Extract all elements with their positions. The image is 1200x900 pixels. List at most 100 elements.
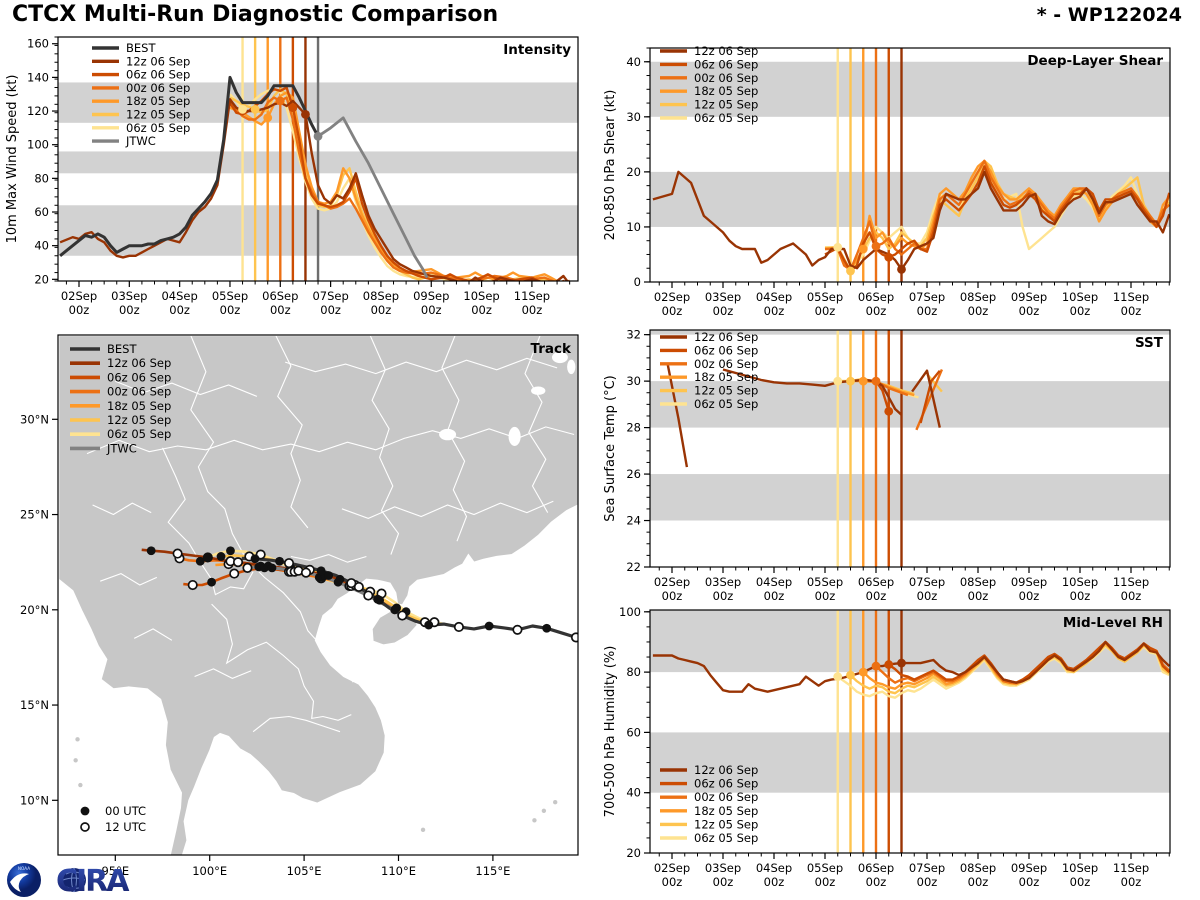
x-tick-label: 04Sep <box>756 575 792 589</box>
init-dot <box>858 667 868 677</box>
y-tick-label: 60 <box>626 725 641 739</box>
marker-12utc <box>232 557 244 568</box>
x-tick-label: 06Sep <box>858 575 894 589</box>
province-border <box>290 554 367 563</box>
init-dot <box>301 110 310 119</box>
islet <box>420 827 426 833</box>
x-tick-label: 00z <box>764 304 785 318</box>
init-dot <box>884 252 894 262</box>
y-axis-title: 10m Max Wind Speed (kt) <box>5 75 20 244</box>
marker-00utc <box>216 552 226 561</box>
x-tick-label: 00z <box>866 589 887 603</box>
marker-00utc <box>226 546 235 556</box>
x-tick-label: 02Sep <box>654 861 690 875</box>
marker-12utc <box>346 578 357 589</box>
x-tick-label: 03Sep <box>705 575 741 589</box>
x-tick-label: 00z <box>1121 875 1142 889</box>
islet <box>75 737 80 742</box>
series-06z-06-sep <box>228 86 566 281</box>
init-dot <box>250 104 260 114</box>
province-border <box>133 628 173 641</box>
legend-label: 00z 06 Sep <box>126 81 190 95</box>
legend-label: 12z 05 Sep <box>694 384 758 398</box>
page-title: CTCX Multi-Run Diagnostic Comparison <box>12 2 499 27</box>
marker-12utc <box>570 632 578 643</box>
x-tick-label: 09Sep <box>1011 861 1047 875</box>
y-axis-title: 200-850 hPa Shear (kt) <box>603 90 618 241</box>
category-band <box>650 171 1170 227</box>
init-dot <box>263 113 273 123</box>
series-12z-06-sep <box>666 364 941 468</box>
marker-00utc <box>250 554 260 564</box>
lake <box>531 386 546 395</box>
series-best <box>59 75 320 257</box>
legend-label: 06z 05 Sep <box>107 427 171 441</box>
x-tick-label: 00z <box>1070 304 1091 318</box>
province-border <box>115 380 258 397</box>
x-tick-label: 00z <box>522 303 543 317</box>
legend-label: 18z 05 Sep <box>694 804 758 818</box>
marker-12utc <box>172 548 183 559</box>
category-band <box>650 330 1170 335</box>
legend-label: 06z 06 Sep <box>694 57 758 71</box>
init-dot <box>897 658 906 668</box>
legend-label: 00z 06 Sep <box>694 790 758 804</box>
svg-text:NOAA: NOAA <box>18 866 30 871</box>
x-tick-label: 00z <box>968 875 989 889</box>
x-tick-label: 00z <box>815 875 836 889</box>
legend-label: JTWC <box>106 441 137 455</box>
province-border <box>252 715 341 733</box>
x-tick-label: 00z <box>662 589 683 603</box>
legend-label: 18z 05 Sep <box>126 94 190 108</box>
marker-12utc <box>300 567 312 578</box>
init-time-vlines <box>836 610 903 853</box>
x-tick-label: 08Sep <box>960 861 996 875</box>
landmass-mainland <box>58 335 578 855</box>
init-dot <box>871 376 881 386</box>
y-tick-label: 26 <box>626 467 641 481</box>
x-tick-label: 00z <box>1070 875 1091 889</box>
y-tick-label: 10 <box>626 220 641 234</box>
x-tick-label: 00z <box>69 303 90 317</box>
marker-00utc <box>373 594 383 604</box>
x-tick-label: 05Sep <box>807 290 843 304</box>
legend-label: 12z 06 Sep <box>126 54 190 68</box>
legend-label: 00z 06 Sep <box>694 357 758 371</box>
y-tick-label: 20 <box>626 165 641 179</box>
marker-12utc <box>363 590 374 601</box>
init-dot <box>846 376 855 386</box>
track-markers <box>146 546 578 643</box>
legend-00utc-marker <box>80 806 90 816</box>
x-tick-label: 09Sep <box>1011 290 1047 304</box>
y-tick-label: 160 <box>27 37 49 51</box>
legend-label: 06z 06 Sep <box>694 343 758 357</box>
legend-label: 12z 06 Sep <box>694 763 758 777</box>
x-tick-label: 00z <box>270 303 291 317</box>
x-tick-label: 00z <box>1121 589 1142 603</box>
x-tick-label: 06Sep <box>262 289 298 303</box>
lake <box>551 351 568 364</box>
legend-label: 12z 05 Sep <box>694 98 758 112</box>
x-tick-label: 00z <box>371 303 392 317</box>
x-tick-label: 11Sep <box>1113 290 1149 304</box>
province-border <box>250 563 354 683</box>
province-border <box>194 668 252 680</box>
province-border <box>441 335 468 542</box>
x-tick-label: 03Sep <box>705 861 741 875</box>
plot-frame <box>649 329 1171 568</box>
y-tick-label: 140 <box>27 70 49 84</box>
x-tick-label: 00z <box>421 303 442 317</box>
marker-12utc <box>397 610 408 621</box>
y-tick-label: 20 <box>34 272 49 286</box>
legend-label: 00 UTC <box>105 804 146 818</box>
lake <box>439 428 457 441</box>
init-dot <box>275 96 285 106</box>
x-tick-label: 09Sep <box>413 289 449 303</box>
province-border <box>92 502 152 516</box>
legend-label: 06z 06 Sep <box>126 68 190 82</box>
marker-00utc <box>333 577 343 587</box>
province-border <box>211 603 352 721</box>
y-tick-label: 40 <box>626 55 641 69</box>
legend-12utc-marker <box>80 822 90 832</box>
